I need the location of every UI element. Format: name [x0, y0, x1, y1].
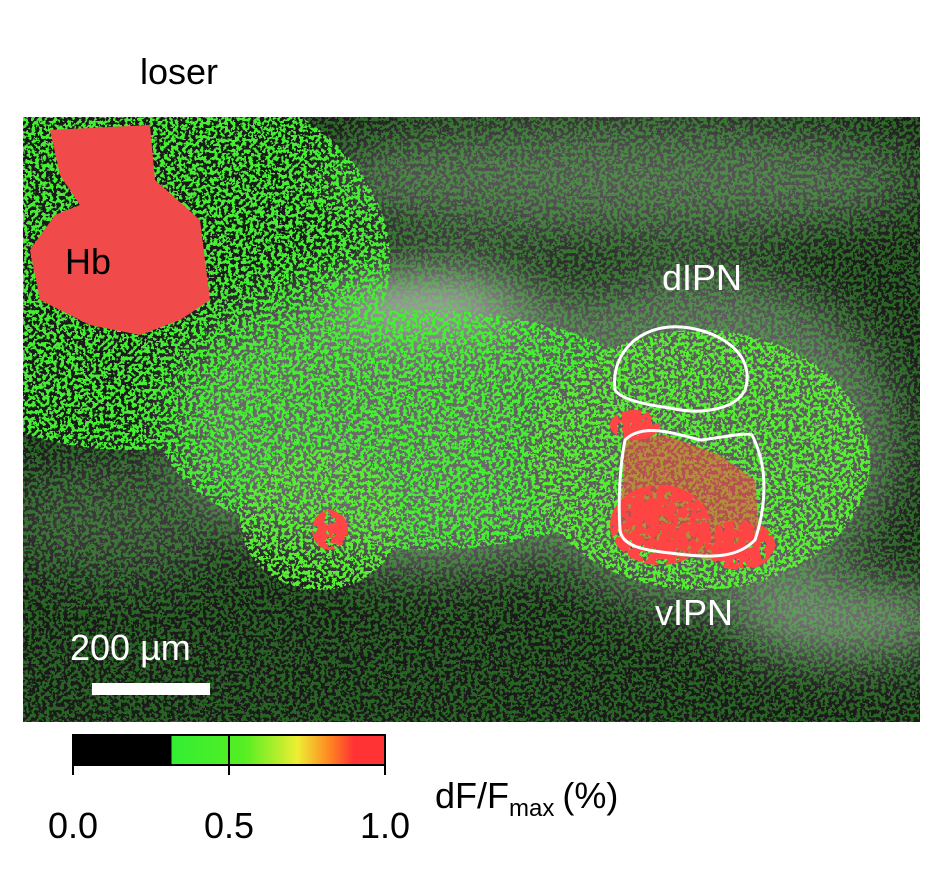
colorbar-label-main: dF/F — [435, 775, 509, 816]
dipn-label: dIPN — [662, 257, 742, 298]
panel-title: loser — [140, 51, 218, 92]
colorbar-tick-label: 0.5 — [204, 805, 254, 846]
vipn-activity — [620, 435, 760, 560]
hb-label: Hb — [65, 241, 111, 282]
vipn-outline — [617, 429, 766, 558]
hb-activity — [30, 125, 210, 335]
colorbar-ticks: 0.0 0.5 1.0 — [48, 735, 410, 846]
scale-bar — [92, 683, 210, 695]
colorbar-tick-label: 1.0 — [360, 805, 410, 846]
colorbar-label-unit: (%) — [562, 775, 618, 816]
microscopy-image — [23, 117, 920, 722]
scale-bar-label: 200 µm — [70, 627, 191, 668]
colorbar-tick-label: 0.0 — [48, 805, 98, 846]
colorbar-label-subscript: max — [509, 795, 554, 822]
colorbar-label: dF/Fmax (%) — [435, 775, 618, 822]
dipn-outline — [613, 325, 749, 413]
vipn-label: vIPN — [655, 592, 733, 633]
